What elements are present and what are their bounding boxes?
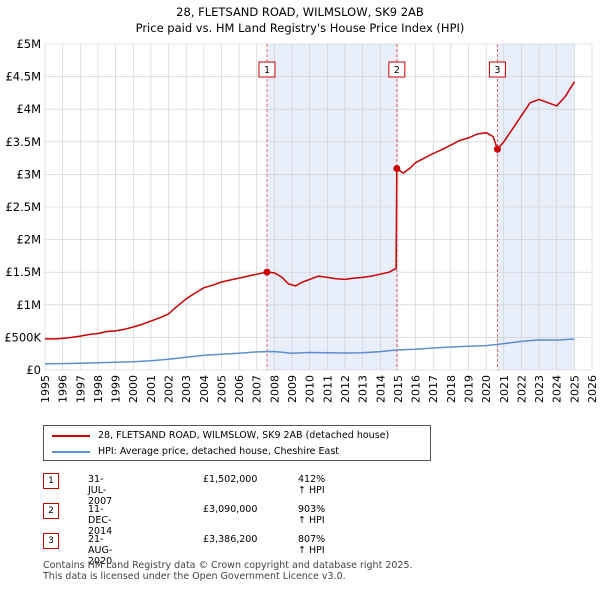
transaction-label-box [388,61,406,78]
transaction-point [493,145,501,153]
y-tick-label: £500K [4,330,41,344]
y-tick-label: £2.5M [5,200,41,214]
x-tick-label: 1997 [74,375,87,403]
x-tick-label: 2016 [410,375,423,403]
x-tick-label: 2003 [180,375,193,403]
transaction-price: £1,502,000 [203,474,258,485]
x-tick-label: 2005 [215,375,228,403]
x-tick-label: 2014 [374,375,387,403]
transaction-hpi-change: 903% ↑ HPI [298,504,326,526]
transaction-price: £3,386,200 [203,534,258,545]
x-tick-label: 2023 [533,375,546,403]
x-tick-label: 2017 [427,375,440,403]
y-tick-label: £0 [26,363,41,377]
transaction-date: 21-AUG-2020 [88,534,113,567]
x-tick-label: 2007 [251,375,264,403]
y-tick-label: £3.5M [5,135,41,149]
transaction-hpi-change: 807% ↑ HPI [298,534,326,556]
transaction-number: 3 [43,533,59,549]
legend: 28, FLETSAND ROAD, WILMSLOW, SK9 2AB (de… [43,425,431,461]
chart-title: 28, FLETSAND ROAD, WILMSLOW, SK9 2AB [176,5,424,19]
footer-attribution: Contains HM Land Registry data © Crown c… [43,560,413,582]
x-tick-label: 2008 [268,375,281,403]
x-tick-label: 2022 [515,375,528,403]
x-tick-label: 2026 [586,375,599,403]
x-tick-label: 1999 [110,375,123,403]
y-tick-label: £4M [16,102,41,116]
transaction-label: 2 [394,65,400,76]
transaction-date: 11-DEC-2014 [88,504,113,537]
transaction-label-box [488,61,506,78]
hpi-line [44,338,575,365]
transaction-price: £3,090,000 [203,504,258,515]
transaction-label: 1 [264,65,270,76]
x-tick-label: 2004 [198,375,211,403]
transaction-number: 1 [43,473,59,489]
y-tick-label: £1M [16,298,41,312]
x-tick-label: 2012 [339,375,352,403]
x-tick-label: 2001 [145,375,158,403]
legend-label-hpi: HPI: Average price, detached house, Ches… [98,446,340,457]
chart-subtitle: Price paid vs. HM Land Registry's House … [136,21,465,35]
y-tick-label: £2M [16,233,41,247]
legend-swatch-property [52,434,90,437]
x-tick-label: 1998 [92,375,105,403]
y-tick-label: £1.5M [5,265,41,279]
x-tick-label: 2020 [480,375,493,403]
price-chart: 28, FLETSAND ROAD, WILMSLOW, SK9 2AB Pri… [4,5,599,403]
y-tick-label: £4.5M [5,70,41,84]
x-tick-label: 2011 [321,375,334,403]
x-tick-label: 2018 [445,375,458,403]
x-tick-label: 1996 [57,375,70,403]
transaction-point [393,165,401,173]
x-tick-label: 2000 [127,375,140,403]
x-tick-label: 2015 [392,375,405,403]
transaction-date: 31-JUL-2007 [88,474,113,507]
x-tick-label: 2009 [286,375,299,403]
y-tick-label: £3M [16,167,41,181]
x-tick-label: 2002 [163,375,176,403]
legend-item-hpi: HPI: Average price, detached house, Ches… [52,445,339,459]
transaction-label-box [258,61,276,78]
x-tick-label: 2013 [357,375,370,403]
x-tick-label: 2021 [498,375,511,403]
x-tick-label: 2006 [233,375,246,403]
transaction-number: 2 [43,503,59,519]
footer-line-licence: This data is licensed under the Open Gov… [43,571,346,582]
property-price-line [44,81,576,340]
x-tick-label: 2019 [462,375,475,403]
legend-swatch-hpi [52,450,90,453]
transaction-label: 3 [494,65,500,76]
transaction-point [263,268,271,276]
y-tick-label: £5M [16,37,41,51]
transaction-hpi-change: 412% ↑ HPI [298,474,326,496]
legend-item-property: 28, FLETSAND ROAD, WILMSLOW, SK9 2AB (de… [52,429,389,443]
x-tick-label: 2025 [568,375,581,403]
x-tick-label: 1995 [39,375,52,403]
x-tick-label: 2024 [551,375,564,403]
x-tick-label: 2010 [304,375,317,403]
footer-line-copyright: Contains HM Land Registry data © Crown c… [43,560,413,571]
legend-label-property: 28, FLETSAND ROAD, WILMSLOW, SK9 2AB (de… [98,430,390,441]
